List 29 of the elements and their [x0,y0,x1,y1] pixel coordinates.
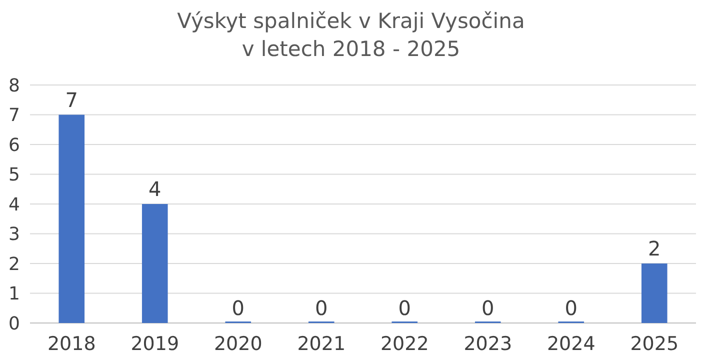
chart-title: Výskyt spalniček v Kraji Vysočina v letech 2018 - 2025 [177,9,525,61]
x-tick-label: 2021 [297,333,346,355]
y-tick-label: 3 [8,224,20,246]
x-tick-label: 2022 [380,333,429,355]
y-tick-label: 0 [8,313,20,334]
x-tick-label: 2024 [546,333,596,355]
bar [641,264,668,323]
data-label: 0 [232,296,244,320]
data-label: 0 [482,296,494,320]
x-tick-label: 2025 [630,333,679,355]
data-label: 0 [315,296,328,320]
x-tick-label: 2023 [464,333,512,355]
data-label: 0 [398,296,411,320]
y-tick-label: 7 [8,105,20,126]
data-label: 4 [148,177,162,201]
x-tick-label: 2018 [47,333,96,355]
y-tick-label: 4 [8,194,20,216]
data-label: 0 [564,296,578,320]
x-tick-label: 2020 [214,333,262,355]
bar [142,204,168,323]
y-tick-label: 8 [8,75,20,96]
y-tick-label: 6 [8,134,20,156]
y-tick-label: 2 [8,254,20,275]
data-label: 2 [648,236,661,260]
bar [58,114,85,323]
y-tick-label: 1 [8,284,20,305]
y-tick-label: 5 [8,164,20,186]
data-label: 7 [65,88,78,112]
x-tick-label: 2019 [130,333,180,355]
